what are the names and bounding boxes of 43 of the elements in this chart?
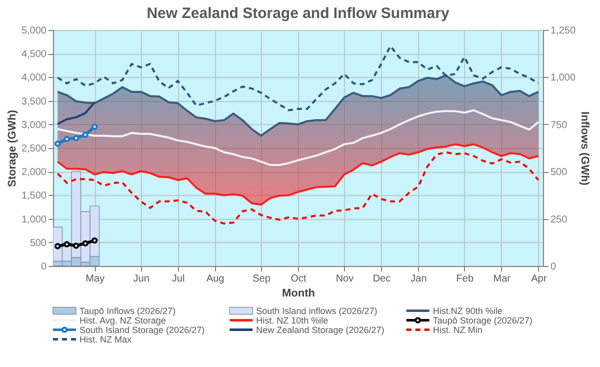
y-tick-label: 4,500: [21, 49, 47, 60]
legend-label: South Island Storage (2026/27): [80, 324, 205, 335]
chart-title: New Zealand Storage and Inflow Summary: [146, 5, 450, 22]
y-tick-label: 500: [30, 238, 47, 249]
y2-axis-title: Inflows (GWh): [578, 112, 591, 186]
x-tick-label: Feb: [456, 274, 474, 284]
x-tick-label: Jun: [133, 274, 150, 284]
legend-label: Taupō Inflows (2026/27): [80, 306, 176, 316]
y-axis-title: Storage (GWh): [6, 110, 18, 187]
y2-tick-label: 250: [550, 214, 568, 226]
legend-label: Hist. NZ Min: [432, 324, 482, 335]
x-tick-label: Jul: [172, 274, 185, 284]
x-tick-label: Dec: [372, 274, 391, 284]
legend-label: South Island inflows (2026/27): [256, 306, 378, 316]
y-tick-label: 1,500: [21, 190, 47, 202]
legend-label: Hist. NZ Max: [80, 334, 132, 344]
y2-tick-label: 750: [550, 120, 568, 131]
legend-label: Taupō Storage (2026/27): [432, 315, 532, 326]
legend-label: Hist.NZ 90th %ile: [432, 306, 502, 316]
legend-label: New Zealand Storage (2026/27): [256, 324, 384, 335]
x-tick-label: Oct: [290, 274, 306, 284]
y2-tick-label: 500: [550, 167, 568, 178]
y-tick-label: 5,000: [21, 26, 47, 36]
x-tick-label: May: [86, 274, 105, 284]
legend-label: Hist. Avg. NZ Storage: [80, 315, 166, 326]
x-tick-label: Apr: [531, 274, 548, 284]
x-tick-label: Nov: [336, 274, 354, 284]
y-tick-label: 1,000: [21, 214, 47, 226]
x-axis-title: Month: [282, 288, 316, 300]
y-tick-label: 4,000: [21, 72, 47, 84]
x-tick-label: Mar: [493, 274, 512, 284]
y-tick-label: 2,500: [21, 144, 47, 154]
y2-tick-label: 1,250: [550, 26, 576, 36]
x-tick-label: Jan: [410, 274, 427, 284]
y-tick-label: 0: [40, 262, 47, 272]
x-tick-label: Sep: [252, 274, 271, 284]
y-tick-label: 3,000: [21, 120, 47, 131]
y2-tick-label: 1,000: [550, 72, 576, 84]
y-tick-label: 3,500: [21, 96, 47, 108]
x-tick-label: Aug: [206, 274, 224, 284]
y2-tick-label: 0: [550, 262, 556, 272]
y-tick-label: 2,000: [21, 167, 47, 178]
legend-label: Hist. NZ 10th %ile: [256, 315, 328, 326]
